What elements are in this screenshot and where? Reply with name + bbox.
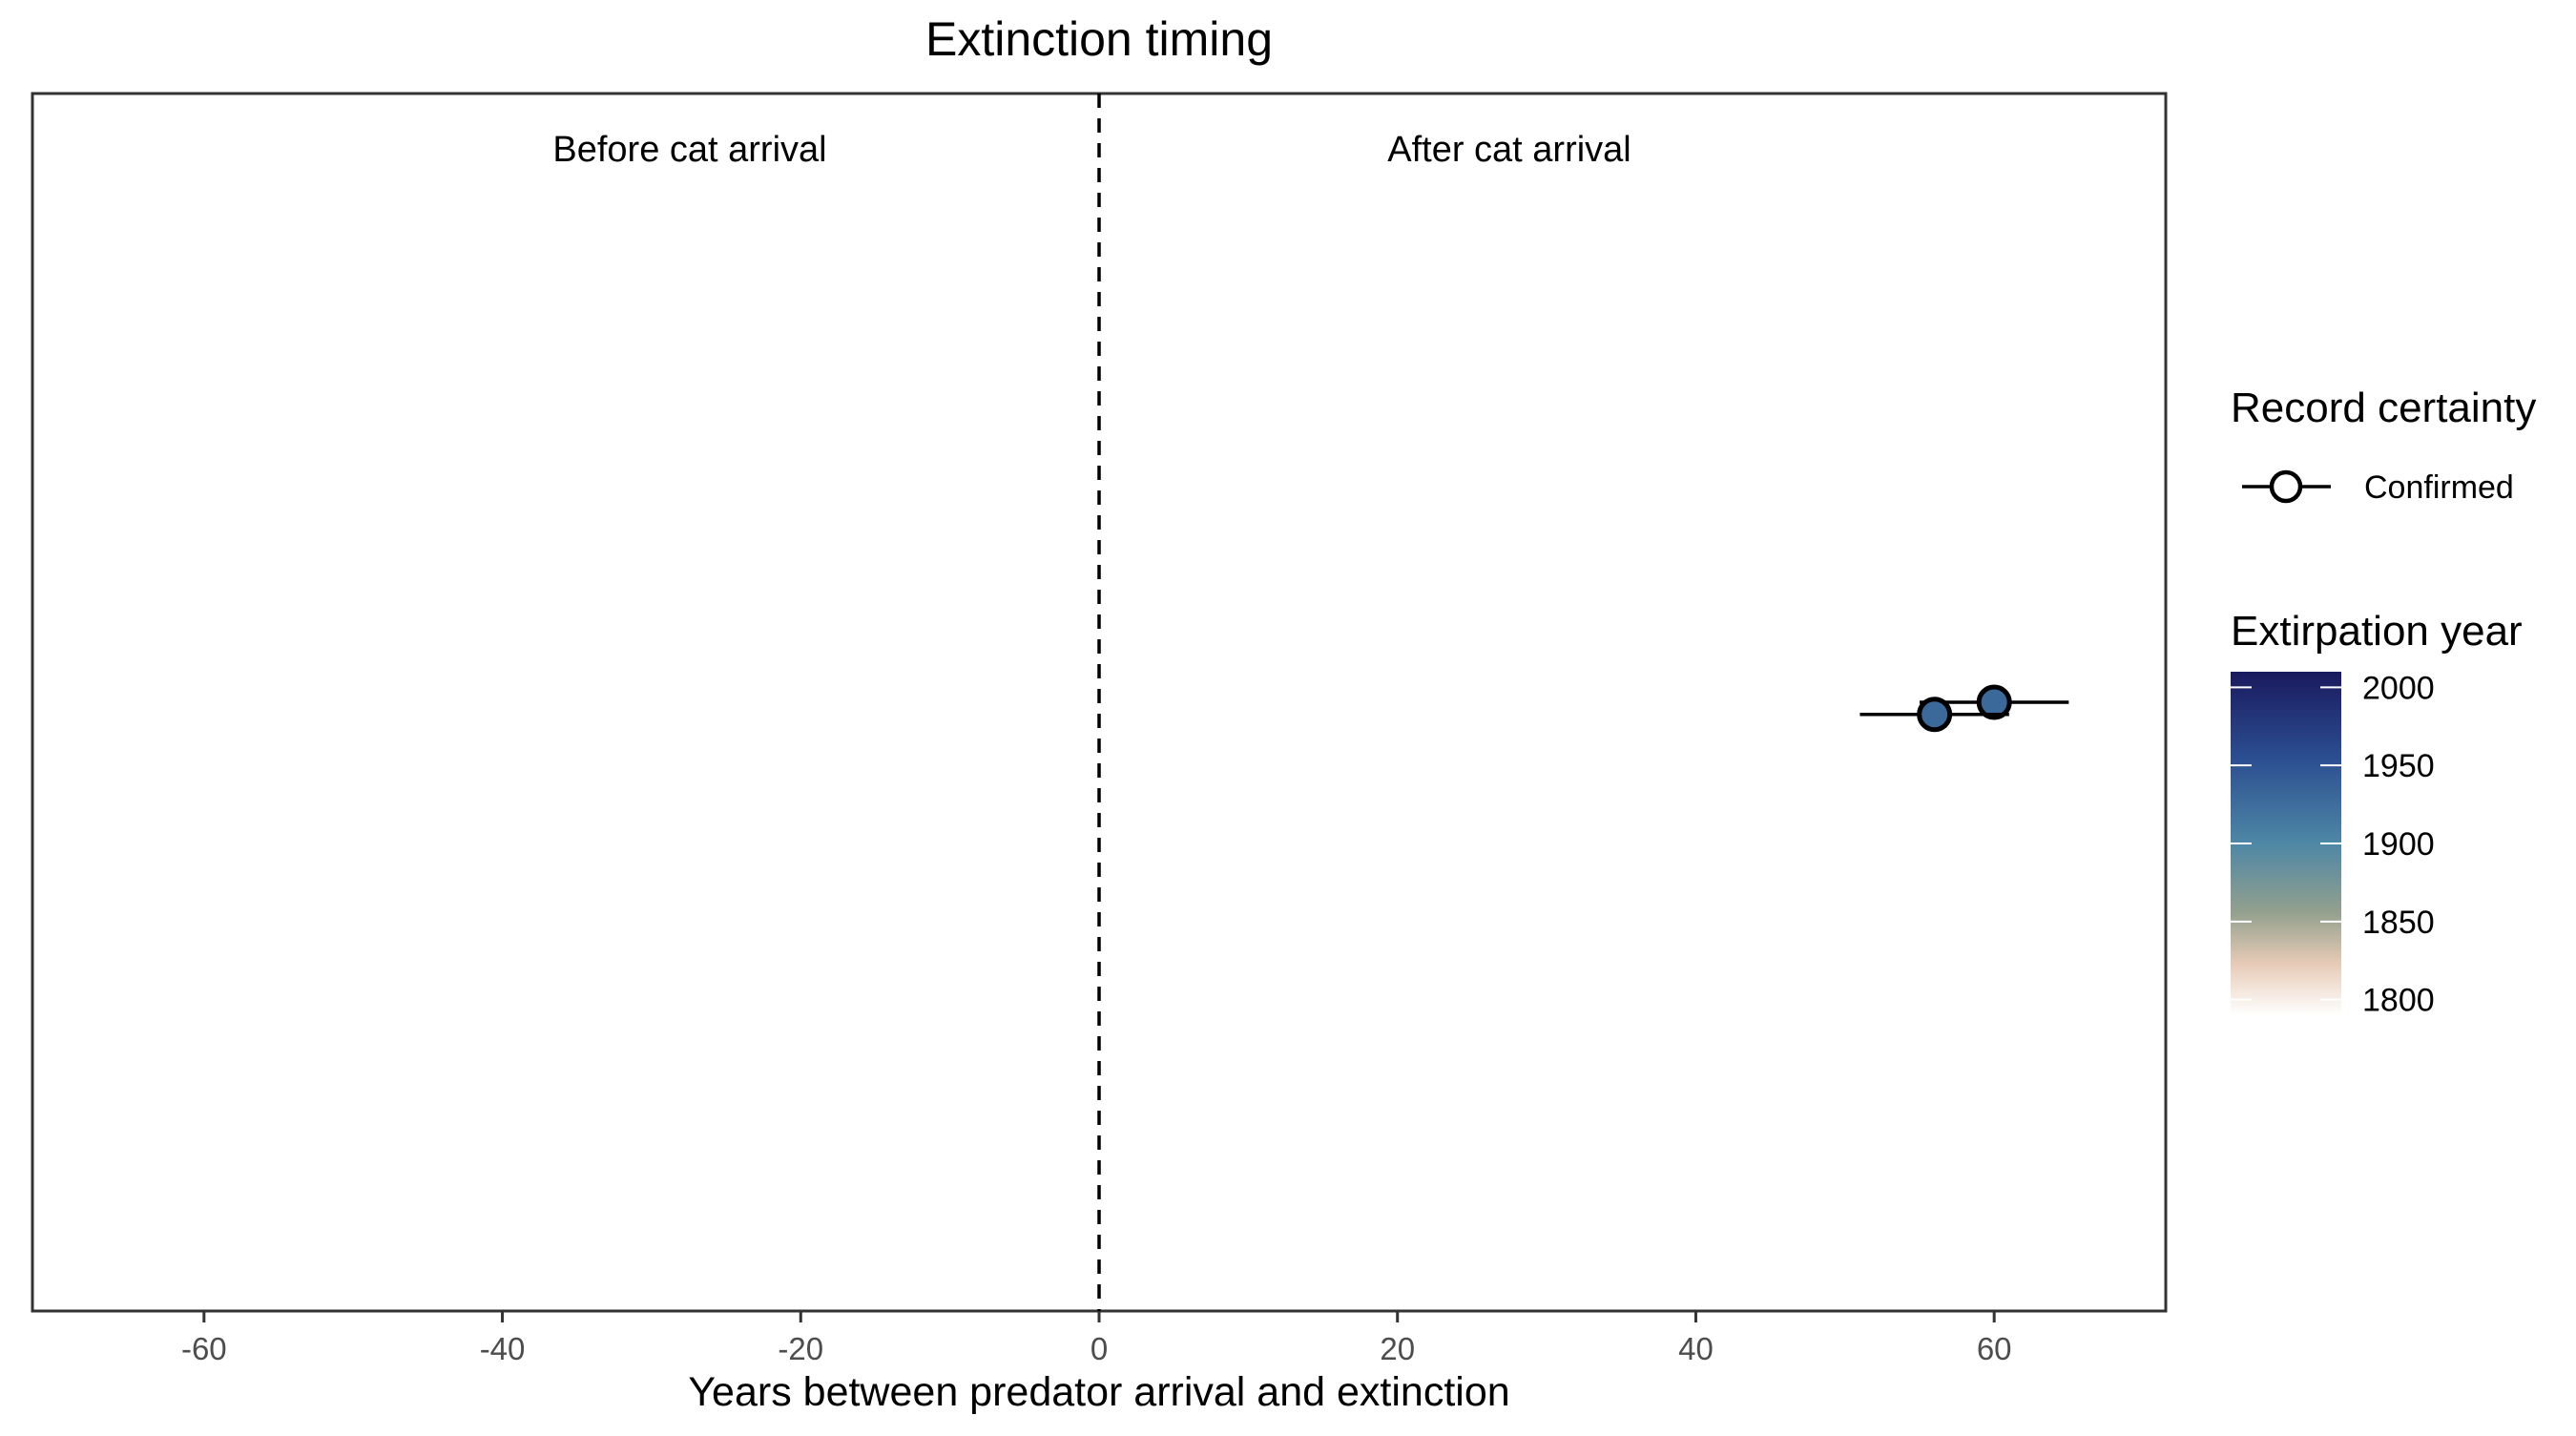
data-point <box>1917 697 1953 733</box>
colorbar-tick-label: 1850 <box>2362 905 2435 941</box>
colorbar-tick-label: 2000 <box>2362 670 2435 706</box>
legend-color-title: Extirpation year <box>2231 608 2523 655</box>
colorbar-tick-label: 1950 <box>2362 748 2435 784</box>
data-layer <box>1859 684 2069 733</box>
data-point <box>1976 684 2012 720</box>
annotation-after: After cat arrival <box>1387 130 1631 170</box>
x-tick-label: -20 <box>778 1331 823 1366</box>
x-tick-label: 40 <box>1678 1331 1714 1366</box>
colorbar-tick-label: 1900 <box>2362 826 2435 863</box>
x-tick-label: -60 <box>181 1331 227 1366</box>
x-axis: -60 -40 -20 0 20 40 60 <box>181 1311 2012 1366</box>
chart-title: Extinction timing <box>925 12 1273 66</box>
x-tick-label: 60 <box>1977 1331 2012 1366</box>
legend-shape-title: Record certainty <box>2231 385 2536 431</box>
x-tick-label: 20 <box>1380 1331 1415 1366</box>
legend-confirmed-marker <box>2269 469 2303 504</box>
x-tick-label: -40 <box>480 1331 526 1366</box>
x-tick-label: 0 <box>1091 1331 1108 1366</box>
x-axis-label: Years between predator arrival and extin… <box>688 1369 1509 1415</box>
annotation-before: Before cat arrival <box>552 130 826 170</box>
colorbar-ticks: 2000 1950 1900 1850 1800 <box>2231 670 2435 1019</box>
legend: Record certainty Confirmed Extirpation y… <box>2231 385 2536 1019</box>
colorbar-tick-label: 1800 <box>2362 983 2435 1019</box>
legend-confirmed-label: Confirmed <box>2364 469 2514 506</box>
